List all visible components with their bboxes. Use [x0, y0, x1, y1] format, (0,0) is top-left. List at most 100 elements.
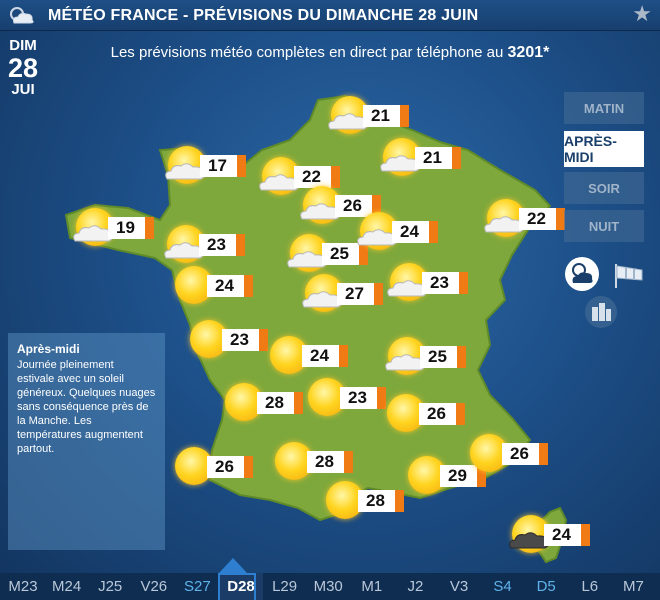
forecast-marker[interactable]: 22: [484, 199, 587, 239]
description-line: Journée pleinement: [17, 359, 114, 371]
forecast-marker[interactable]: 23: [164, 225, 267, 265]
temperature-label: 17: [200, 155, 246, 177]
forecast-marker[interactable]: 21: [380, 138, 483, 178]
temperature-label: 28: [257, 392, 303, 414]
day-tab[interactable]: M1: [361, 578, 383, 595]
forecast-marker[interactable]: 25: [287, 234, 390, 274]
day-tab[interactable]: M23: [8, 578, 38, 595]
forecast-marker[interactable]: 26: [175, 447, 275, 487]
sun-icon: [225, 383, 263, 421]
forecast-marker[interactable]: 24: [509, 515, 612, 555]
sun-icon: [387, 394, 425, 432]
temperature-label: 23: [340, 387, 386, 409]
temperature-label: 25: [420, 346, 466, 368]
forecast-marker[interactable]: 24: [270, 336, 370, 376]
temperature-label: 28: [307, 451, 353, 473]
sun-icon: [470, 434, 508, 472]
description-line: la Manche. Les: [17, 415, 92, 427]
forecast-description: Après-midi Journée pleinement estivale av…: [8, 333, 165, 550]
forecast-marker[interactable]: 26: [470, 434, 570, 474]
day-tab[interactable]: V26: [140, 578, 168, 595]
description-title: Après-midi: [17, 342, 80, 356]
forecast-marker[interactable]: 24: [175, 266, 275, 306]
period-button-0[interactable]: MATIN: [564, 92, 644, 124]
period-button-2[interactable]: SOIR: [564, 172, 644, 204]
day-tab[interactable]: S27: [184, 578, 211, 595]
forecast-marker[interactable]: 23: [190, 320, 290, 360]
forecast-marker[interactable]: 19: [73, 208, 176, 248]
forecast-marker[interactable]: 28: [326, 481, 426, 521]
weather-view-icon[interactable]: [564, 256, 600, 292]
forecast-marker[interactable]: 23: [387, 263, 490, 303]
day-tab[interactable]: L6: [581, 578, 599, 595]
city-view-icon[interactable]: [584, 295, 618, 329]
forecast-marker[interactable]: 25: [385, 337, 488, 377]
temperature-label: 26: [502, 443, 548, 465]
description-line: sans conséquence près de: [17, 401, 149, 413]
temperature-label: 22: [519, 208, 565, 230]
day-tab[interactable]: S4: [493, 578, 512, 595]
description-line: généreux. Quelques nuages: [17, 387, 156, 399]
page-title: MÉTÉO FRANCE - PRÉVISIONS DU DIMANCHE 28…: [48, 7, 479, 24]
period-button-3[interactable]: NUIT: [564, 210, 644, 242]
temperature-label: 21: [415, 147, 461, 169]
star-icon[interactable]: ★: [632, 1, 652, 26]
temperature-label: 24: [207, 275, 253, 297]
wind-view-icon[interactable]: [612, 262, 646, 290]
top-bar: MÉTÉO FRANCE - PRÉVISIONS DU DIMANCHE 28…: [0, 0, 660, 31]
description-line: températures augmentent: [17, 429, 143, 441]
temperature-label: 19: [108, 217, 154, 239]
forecast-marker[interactable]: 28: [275, 442, 375, 482]
temperature-label: 24: [392, 221, 438, 243]
forecast-marker[interactable]: 28: [225, 383, 325, 423]
forecast-marker[interactable]: 27: [302, 274, 405, 314]
day-tab[interactable]: J2: [407, 578, 424, 595]
temperature-label: 26: [207, 456, 253, 478]
temperature-label: 24: [544, 524, 590, 546]
forecast-marker[interactable]: 29: [408, 456, 508, 496]
selected-day-frame: [218, 573, 256, 600]
day-tab[interactable]: M30: [313, 578, 343, 595]
date-day-of-week: DIM: [9, 37, 37, 54]
sun-icon: [175, 266, 213, 304]
sun-icon: [270, 336, 308, 374]
day-tab[interactable]: J25: [98, 578, 123, 595]
description-line: estivale avec un soleil: [17, 373, 125, 385]
temperature-label: 22: [294, 166, 340, 188]
day-timeline: M23 M24 J25 V26 S27 D28 L29 M30 M1 J2 V3 S4 D5 L6 M7: [0, 573, 660, 600]
temperature-label: 29: [440, 465, 486, 487]
forecast-marker[interactable]: 17: [165, 146, 268, 186]
temperature-label: 26: [335, 195, 381, 217]
sun-cloud-logo-icon: [10, 7, 34, 24]
forecast-marker[interactable]: 23: [308, 378, 408, 418]
day-tab[interactable]: V3: [449, 578, 469, 595]
promo-number[interactable]: 3201*: [507, 44, 550, 61]
temperature-label: 28: [358, 490, 404, 512]
day-tab[interactable]: D5: [536, 578, 556, 595]
forecast-marker[interactable]: 26: [300, 186, 403, 226]
sun-icon: [326, 481, 364, 519]
period-button-1[interactable]: APRÈS-MIDI: [564, 131, 644, 167]
sun-icon: [308, 378, 346, 416]
day-tab[interactable]: M24: [52, 578, 82, 595]
temperature-label: 25: [322, 243, 368, 265]
day-tab[interactable]: L29: [272, 578, 298, 595]
selected-day-indicator: [219, 558, 247, 573]
temperature-label: 23: [222, 329, 268, 351]
temperature-label: 26: [419, 403, 465, 425]
temperature-label: 23: [199, 234, 245, 256]
date-month: JUI: [11, 81, 35, 98]
forecast-marker[interactable]: 24: [357, 212, 460, 252]
forecast-marker[interactable]: 21: [328, 96, 431, 136]
forecast-marker[interactable]: 22: [259, 157, 362, 197]
phone-promo: Les prévisions météo complètes en direct…: [0, 44, 660, 62]
forecast-marker[interactable]: 26: [387, 394, 487, 434]
sun-icon: [190, 320, 228, 358]
date-day-number: 28: [7, 53, 39, 83]
sun-icon: [175, 447, 213, 485]
temperature-label: 27: [337, 283, 383, 305]
temperature-label: 21: [363, 105, 409, 127]
day-tab[interactable]: M7: [622, 578, 644, 595]
sun-icon: [275, 442, 313, 480]
